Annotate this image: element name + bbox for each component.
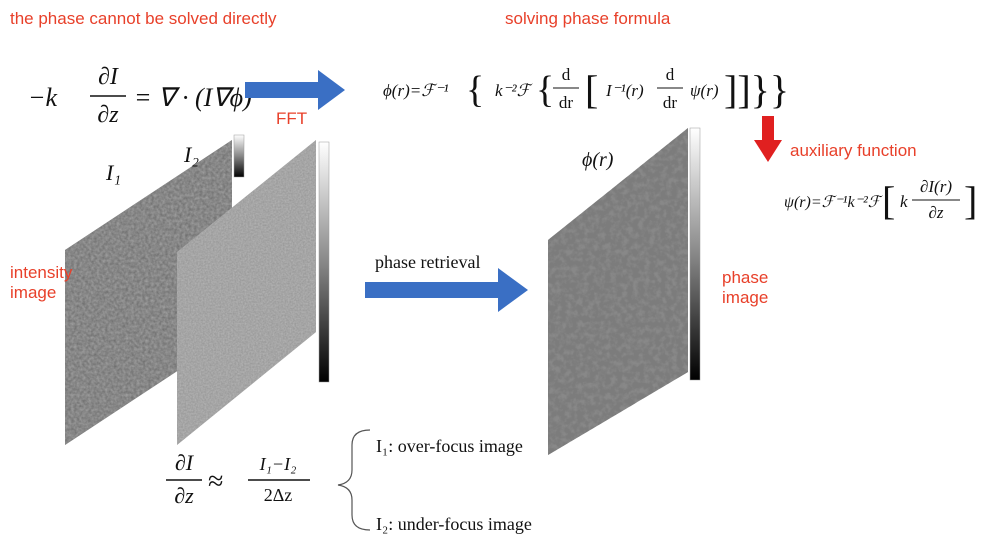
arrow: [245, 70, 345, 110]
eq-part: d: [562, 65, 571, 84]
eq-part: ≈: [208, 466, 223, 497]
legend-text: I₁: over-focus image: [376, 436, 523, 456]
arrow: [754, 116, 782, 162]
eq-part: ψ(r)=ℱ⁻¹k⁻²ℱ: [784, 194, 884, 211]
phase-image: [548, 126, 690, 458]
side-label: image: [722, 288, 768, 307]
eq-part: [: [882, 178, 895, 223]
colorbar: [319, 142, 329, 382]
arrow-label: auxiliary function: [790, 141, 917, 160]
eq-part: ∂I(r): [920, 177, 952, 196]
side-label: phase: [722, 268, 768, 287]
derivative-formula: ∂I ∂z ≈ I₁−I₂ 2Δz: [166, 450, 310, 508]
eq-part: ϕ(r)=ℱ⁻¹: [383, 81, 449, 100]
eq-part: k⁻²ℱ: [495, 81, 534, 100]
diagram: the phase cannot be solved directly solv…: [0, 0, 993, 540]
side-label: intensity: [10, 263, 73, 282]
eq-part: k: [900, 192, 908, 211]
arrow-label: phase retrieval: [375, 252, 480, 272]
arrow-label: FFT: [276, 109, 307, 128]
eq-part: ∂z: [174, 483, 194, 508]
eq-part: dr: [663, 93, 678, 112]
side-label: image: [10, 283, 56, 302]
colorbar: [234, 135, 244, 177]
eq-part: {: [466, 69, 484, 111]
phase-formula: ϕ(r)=ℱ⁻¹ { k⁻²ℱ { d dr [ I⁻¹(r) d dr ψ(r…: [383, 65, 789, 112]
eq-part: I⁻¹(r): [605, 81, 644, 100]
auxiliary-formula: ψ(r)=ℱ⁻¹k⁻²ℱ [ k ∂I(r) ∂z ]: [784, 177, 977, 223]
eq-part: {: [536, 69, 554, 111]
heading: the phase cannot be solved directly: [10, 9, 277, 28]
eq-part: dr: [559, 93, 574, 112]
eq-part: −k: [28, 83, 58, 112]
colorbar: [690, 128, 700, 380]
image-label: ϕ(r): [582, 149, 614, 171]
eq-part: ]]}}: [724, 67, 789, 112]
image-label: I₂: [183, 142, 199, 167]
heading: solving phase formula: [505, 9, 671, 28]
eq-part: 2Δz: [264, 485, 293, 505]
eq-part: d: [666, 65, 675, 84]
eq-part: ∂I: [98, 64, 119, 90]
legend-text: I₂: under-focus image: [376, 514, 532, 534]
eq-part: ∂z: [928, 203, 943, 222]
eq-part: [: [585, 67, 598, 112]
tie-equation: −k ∂I ∂z = ∇ · (I∇ϕ): [28, 64, 252, 128]
image-label: I₁: [105, 160, 121, 185]
eq-part: ]: [964, 178, 977, 223]
arrow: [365, 268, 528, 312]
eq-part: ψ(r): [690, 81, 719, 100]
eq-part: ∂I: [175, 450, 195, 475]
eq-part: = ∇ · (I∇ϕ): [134, 83, 252, 112]
brace: [338, 430, 370, 530]
eq-part: ∂z: [97, 102, 119, 128]
eq-part: I₁−I₂: [259, 454, 297, 474]
